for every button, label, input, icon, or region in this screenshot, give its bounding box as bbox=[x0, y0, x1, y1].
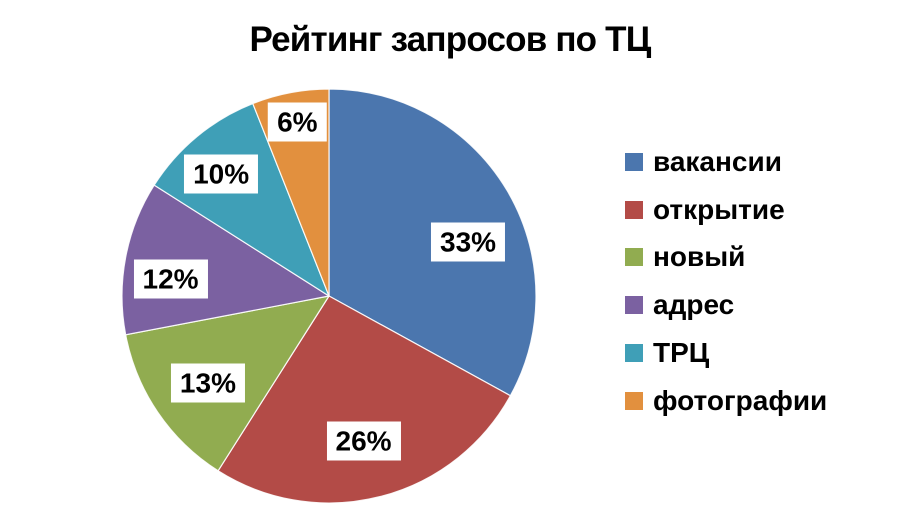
legend-item: ТРЦ bbox=[625, 329, 827, 377]
legend-color-swatch bbox=[625, 296, 643, 315]
legend-item: адрес bbox=[625, 281, 827, 329]
legend-color-swatch bbox=[625, 248, 643, 267]
chart-title: Рейтинг запросов по ТЦ bbox=[249, 20, 651, 59]
legend-item: новый bbox=[625, 234, 827, 282]
legend-color-swatch bbox=[625, 152, 643, 171]
legend-color-swatch bbox=[625, 344, 643, 363]
legend-color-swatch bbox=[625, 391, 643, 410]
legend-item-label: ТРЦ bbox=[653, 337, 710, 369]
legend-item-label: адрес bbox=[653, 289, 735, 321]
legend-item-label: вакансии bbox=[653, 145, 782, 177]
pie-slice-5 bbox=[153, 102, 330, 297]
legend-item-label: открытие bbox=[653, 193, 785, 225]
legend-item: вакансии bbox=[625, 138, 827, 186]
legend-item-label: новый bbox=[653, 241, 746, 273]
legend-item: фотографии bbox=[625, 377, 827, 425]
legend: вакансии открытие новый адрес ТРЦ фотографии bbox=[625, 138, 827, 425]
legend-color-swatch bbox=[625, 200, 643, 219]
pie-slice-2 bbox=[217, 295, 511, 504]
legend-item-label: фотографии bbox=[653, 384, 828, 416]
legend-item: открытие bbox=[625, 186, 827, 234]
